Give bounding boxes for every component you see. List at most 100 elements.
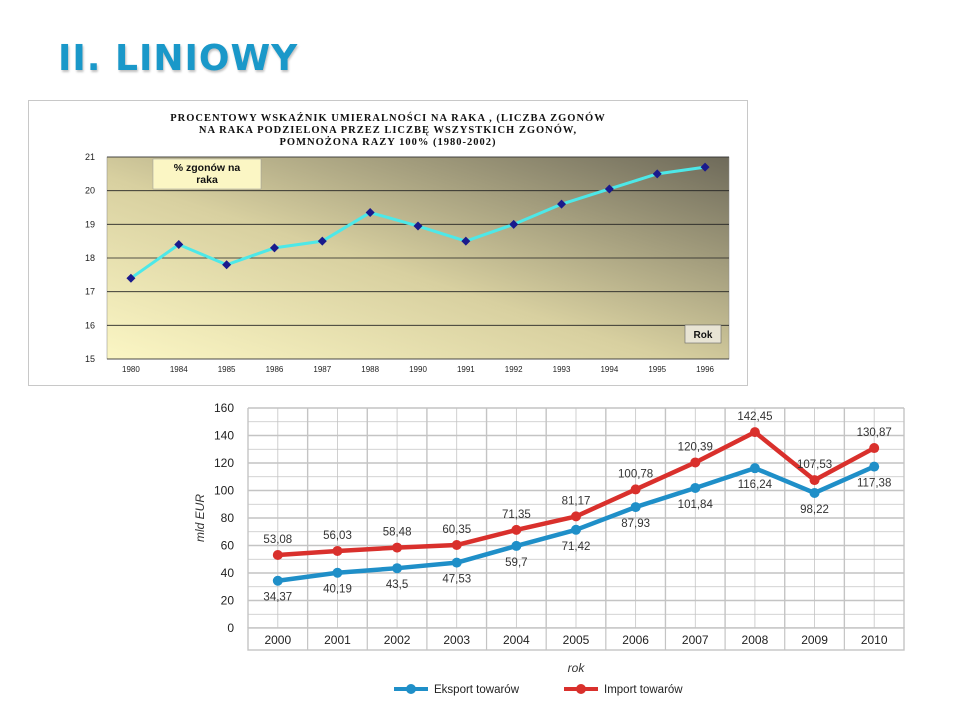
data-point-marker	[451, 557, 462, 568]
x-tick-label: 1993	[553, 365, 571, 374]
data-point-marker	[413, 221, 423, 231]
data-label: 71,42	[562, 541, 591, 553]
x-tick-label: 1991	[457, 365, 475, 374]
x-tick-label: 2005	[563, 633, 590, 647]
y-tick-label: 40	[221, 566, 235, 580]
data-point-marker	[461, 236, 471, 246]
y-tick-label: 15	[85, 354, 95, 364]
x-tick-label: 2004	[503, 633, 530, 647]
x-tick-label: 1994	[600, 365, 618, 374]
data-point-marker	[332, 567, 343, 578]
data-point-marker	[509, 219, 519, 229]
data-label: 101,84	[678, 499, 714, 511]
data-label: 34,37	[263, 592, 292, 604]
legend-marker	[576, 684, 586, 694]
data-point-marker	[869, 461, 880, 472]
data-point-marker	[451, 540, 462, 551]
x-tick-label: 1987	[313, 365, 331, 374]
x-tick-label: 1984	[170, 365, 188, 374]
x-axis-label: Rok	[694, 330, 713, 341]
data-point-marker	[272, 550, 283, 561]
data-label: 107,53	[797, 459, 832, 471]
x-tick-label: 2009	[801, 633, 828, 647]
data-label: 56,03	[323, 530, 352, 542]
data-point-marker	[126, 273, 136, 283]
x-tick-label: 1995	[648, 365, 666, 374]
data-label: 40,19	[323, 584, 352, 596]
data-label: 116,24	[738, 479, 773, 491]
y-tick-label: 60	[221, 539, 235, 553]
data-point-marker	[869, 443, 880, 454]
data-point-marker	[511, 524, 522, 535]
y-axis-label: % zgonów na	[174, 162, 241, 174]
y-tick-label: 20	[221, 594, 235, 608]
data-point-marker	[392, 542, 403, 553]
data-point-marker	[272, 575, 283, 586]
y-tick-label: 17	[85, 287, 95, 297]
data-label: 87,93	[621, 518, 650, 530]
chart-title-line: POMNOŻONA RAZY 100% (1980-2002)	[280, 136, 497, 148]
data-point-marker	[332, 545, 343, 556]
data-label: 120,39	[678, 441, 713, 453]
data-label: 81,17	[562, 495, 591, 507]
data-label: 71,35	[502, 509, 531, 521]
category-row	[247, 627, 905, 651]
x-tick-label: 1992	[505, 365, 523, 374]
y-tick-label: 140	[214, 429, 234, 443]
x-tick-label: 2006	[622, 633, 649, 647]
y-tick-label: 0	[227, 621, 234, 635]
data-label: 100,78	[618, 468, 653, 480]
data-point-marker	[269, 243, 279, 253]
x-tick-label: 2007	[682, 633, 709, 647]
chart-title-line: PROCENTOWY WSKAŹNIK UMIERALNOŚCI NA RAKA…	[170, 112, 605, 124]
data-label: 130,87	[857, 427, 892, 439]
x-tick-label: 2008	[742, 633, 769, 647]
legend-marker	[406, 684, 416, 694]
y-tick-label: 16	[85, 320, 95, 330]
x-tick-label: 1990	[409, 365, 427, 374]
data-point-marker	[511, 540, 522, 551]
data-label: 142,45	[737, 411, 772, 423]
data-label: 98,22	[800, 504, 829, 516]
data-point-marker	[365, 208, 375, 218]
x-tick-label: 2000	[264, 633, 291, 647]
y-tick-label: 100	[214, 484, 234, 498]
data-point-marker	[571, 524, 581, 535]
data-point-marker	[317, 236, 327, 246]
data-point-marker	[392, 563, 403, 574]
y-tick-label: 80	[221, 511, 235, 525]
data-point-marker	[571, 511, 581, 522]
legend-label: Import towarów	[604, 684, 683, 696]
y-tick-label: 120	[214, 456, 234, 470]
data-label: 47,53	[442, 574, 471, 586]
data-point-marker	[690, 457, 701, 468]
legend-label: Eksport towarów	[434, 684, 520, 696]
data-label: 60,35	[442, 524, 471, 536]
x-tick-label: 1996	[696, 365, 714, 374]
data-label: 58,48	[383, 527, 412, 539]
data-point-marker	[174, 240, 184, 250]
slide-title: II. LINIOWY	[58, 38, 299, 79]
y-axis-label: mld EUR	[193, 494, 207, 542]
data-label: 59,7	[505, 557, 527, 569]
x-tick-label: 1980	[122, 365, 140, 374]
x-axis-label-box	[684, 324, 722, 344]
y-tick-label: 18	[85, 253, 95, 263]
data-point-marker	[690, 482, 701, 493]
data-point-marker	[652, 169, 662, 179]
data-point-marker	[630, 502, 641, 513]
data-point-marker	[809, 475, 820, 486]
x-tick-label: 1986	[266, 365, 284, 374]
data-label: 43,5	[386, 579, 408, 591]
chart-title-line: NA RAKA PODZIELONA PRZEZ LICZBĘ WSZYSTKI…	[199, 124, 577, 136]
x-tick-label: 2010	[861, 633, 888, 647]
data-point-marker	[604, 184, 614, 194]
cancer-mortality-chart-svg: PROCENTOWY WSKAŹNIK UMIERALNOŚCI NA RAKA…	[85, 112, 730, 374]
data-point-marker	[700, 162, 710, 172]
x-tick-label: 1985	[218, 365, 236, 374]
y-tick-label: 19	[85, 219, 95, 229]
data-label: 117,38	[857, 478, 891, 490]
cancer-mortality-chart: PROCENTOWY WSKAŹNIK UMIERALNOŚCI NA RAKA…	[28, 100, 748, 386]
trade-chart-svg: 0 20 40 60 80 100 120 140 160 2000 2001 2002 2003 20…	[193, 401, 905, 696]
y-tick-label: 21	[85, 152, 95, 162]
